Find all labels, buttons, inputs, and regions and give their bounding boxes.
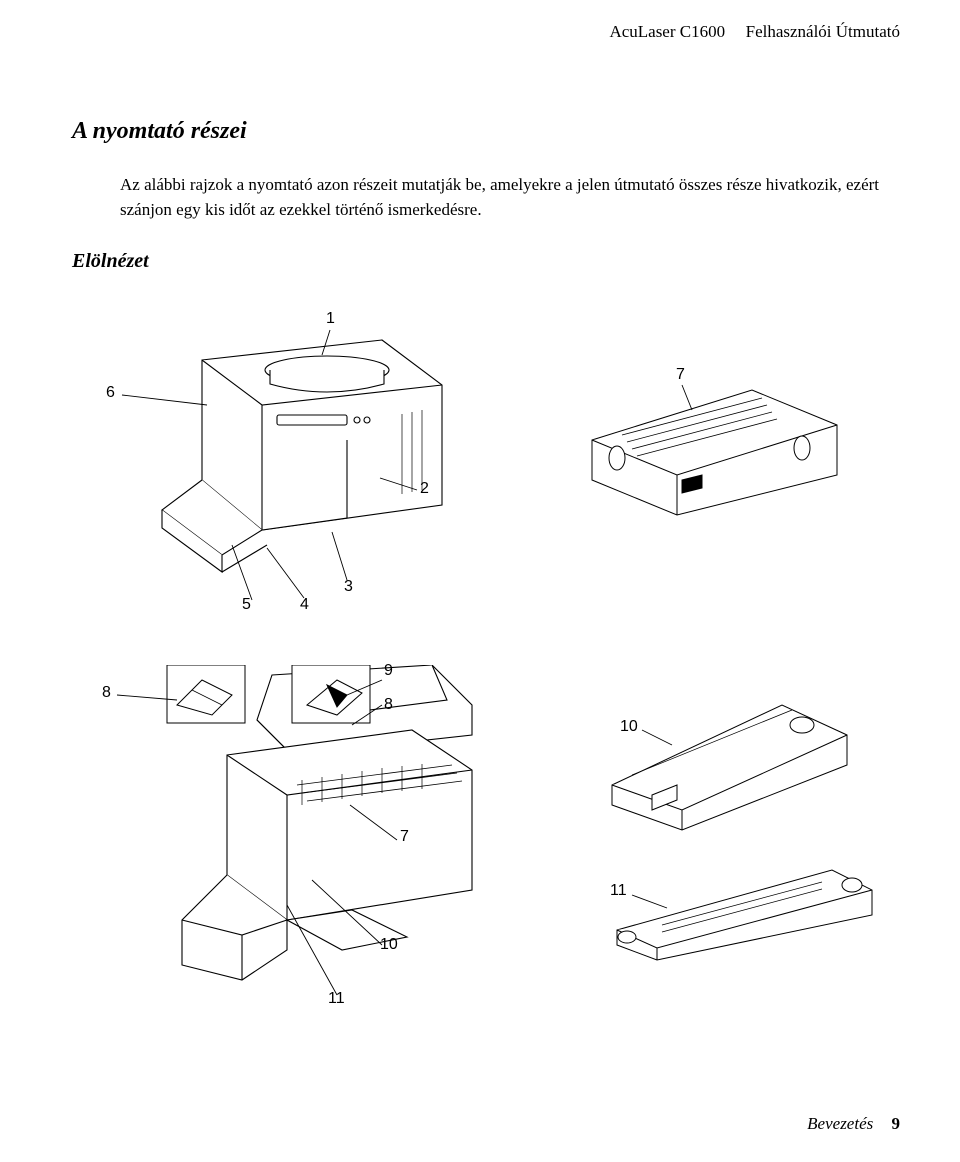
diagram-area: 1 6 2 3 4 5 7 8 9 8 7 10 10 11 11 <box>72 300 892 1020</box>
doc-title: Felhasználói Útmutató <box>746 22 900 41</box>
product-name: AcuLaser C1600 <box>609 22 725 41</box>
callout-5: 5 <box>242 596 251 614</box>
callout-2: 2 <box>420 480 429 498</box>
leader-lines <box>72 300 892 1020</box>
footer-section-name: Bevezetés <box>807 1114 873 1133</box>
section-body: Az alábbi rajzok a nyomtató azon részeit… <box>120 173 900 222</box>
callout-10-right: 10 <box>620 718 638 736</box>
callout-4: 4 <box>300 596 309 614</box>
callout-9: 9 <box>384 662 393 680</box>
callout-1: 1 <box>326 310 335 328</box>
callout-3: 3 <box>344 578 353 596</box>
callout-7-top: 7 <box>676 366 685 384</box>
subsection-title: Elölnézet <box>72 250 900 273</box>
content-block: A nyomtató részei Az alábbi rajzok a nyo… <box>72 118 900 273</box>
callout-8-right: 8 <box>384 696 393 714</box>
callout-10-left: 10 <box>380 936 398 954</box>
page-footer: Bevezetés 9 <box>807 1114 900 1134</box>
callout-8-left: 8 <box>102 684 111 702</box>
page-header: AcuLaser C1600 Felhasználói Útmutató <box>609 22 900 42</box>
callout-7-bottom: 7 <box>400 828 409 846</box>
callout-11-right: 11 <box>610 882 627 900</box>
footer-page-number: 9 <box>892 1114 901 1133</box>
section-title: A nyomtató részei <box>72 118 900 145</box>
callout-6: 6 <box>106 384 115 402</box>
callout-11-left: 11 <box>328 990 345 1008</box>
